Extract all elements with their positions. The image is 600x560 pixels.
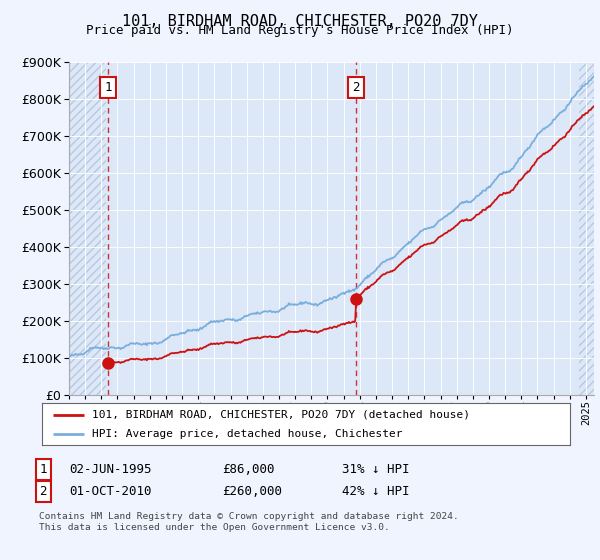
Text: HPI: Average price, detached house, Chichester: HPI: Average price, detached house, Chic… — [92, 430, 403, 439]
Text: Price paid vs. HM Land Registry's House Price Index (HPI): Price paid vs. HM Land Registry's House … — [86, 24, 514, 37]
Text: 31% ↓ HPI: 31% ↓ HPI — [342, 463, 409, 476]
Text: 1: 1 — [104, 81, 112, 94]
Text: 1: 1 — [40, 463, 47, 476]
Text: 01-OCT-2010: 01-OCT-2010 — [69, 485, 151, 498]
Text: £86,000: £86,000 — [222, 463, 275, 476]
Text: 42% ↓ HPI: 42% ↓ HPI — [342, 485, 409, 498]
Text: 101, BIRDHAM ROAD, CHICHESTER, PO20 7DY (detached house): 101, BIRDHAM ROAD, CHICHESTER, PO20 7DY … — [92, 410, 470, 420]
Text: 2: 2 — [40, 485, 47, 498]
Text: 02-JUN-1995: 02-JUN-1995 — [69, 463, 151, 476]
Text: £260,000: £260,000 — [222, 485, 282, 498]
Text: 101, BIRDHAM ROAD, CHICHESTER, PO20 7DY: 101, BIRDHAM ROAD, CHICHESTER, PO20 7DY — [122, 14, 478, 29]
Text: 2: 2 — [352, 81, 359, 94]
Text: Contains HM Land Registry data © Crown copyright and database right 2024.
This d: Contains HM Land Registry data © Crown c… — [39, 512, 459, 532]
